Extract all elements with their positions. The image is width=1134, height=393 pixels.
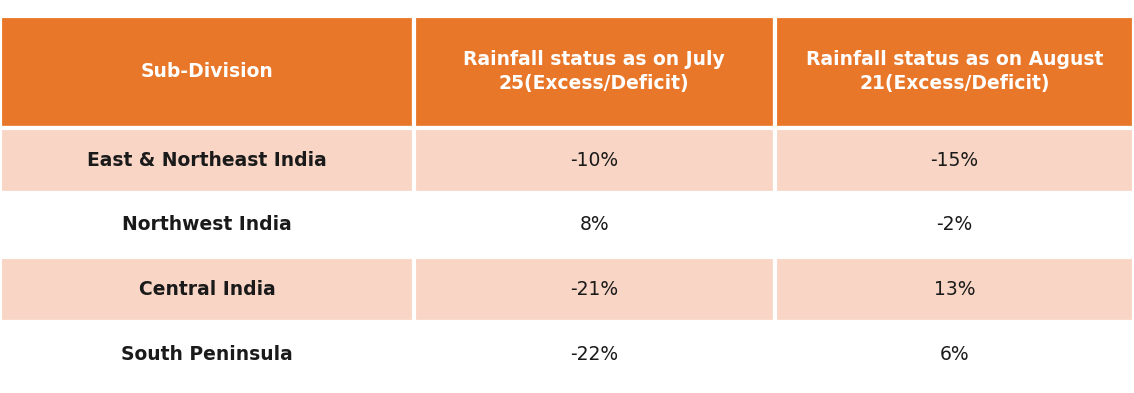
Text: 6%: 6% bbox=[939, 345, 970, 364]
Bar bbox=[775, 193, 1134, 257]
Text: -10%: -10% bbox=[570, 151, 618, 170]
Text: East & Northeast India: East & Northeast India bbox=[87, 151, 327, 170]
Bar bbox=[0, 16, 414, 128]
Bar bbox=[414, 128, 775, 193]
Text: Central India: Central India bbox=[138, 280, 276, 299]
Text: 13%: 13% bbox=[933, 280, 975, 299]
Text: Northwest India: Northwest India bbox=[122, 215, 291, 235]
Bar bbox=[775, 16, 1134, 128]
Bar bbox=[414, 16, 775, 128]
Bar bbox=[0, 128, 414, 193]
Bar bbox=[414, 322, 775, 387]
Bar bbox=[0, 322, 414, 387]
Bar bbox=[775, 257, 1134, 322]
Text: Rainfall status as on July
25(Excess/Deficit): Rainfall status as on July 25(Excess/Def… bbox=[464, 50, 725, 94]
Bar bbox=[0, 257, 414, 322]
Text: -2%: -2% bbox=[937, 215, 972, 235]
Text: -21%: -21% bbox=[570, 280, 618, 299]
Bar bbox=[414, 193, 775, 257]
Text: -22%: -22% bbox=[570, 345, 618, 364]
Bar bbox=[775, 322, 1134, 387]
Bar bbox=[0, 193, 414, 257]
Bar bbox=[775, 128, 1134, 193]
Text: Sub-Division: Sub-Division bbox=[141, 62, 273, 81]
Text: South Peninsula: South Peninsula bbox=[121, 345, 293, 364]
Text: -15%: -15% bbox=[930, 151, 979, 170]
Bar bbox=[414, 257, 775, 322]
Text: 8%: 8% bbox=[579, 215, 609, 235]
Text: Rainfall status as on August
21(Excess/Deficit): Rainfall status as on August 21(Excess/D… bbox=[805, 50, 1103, 94]
